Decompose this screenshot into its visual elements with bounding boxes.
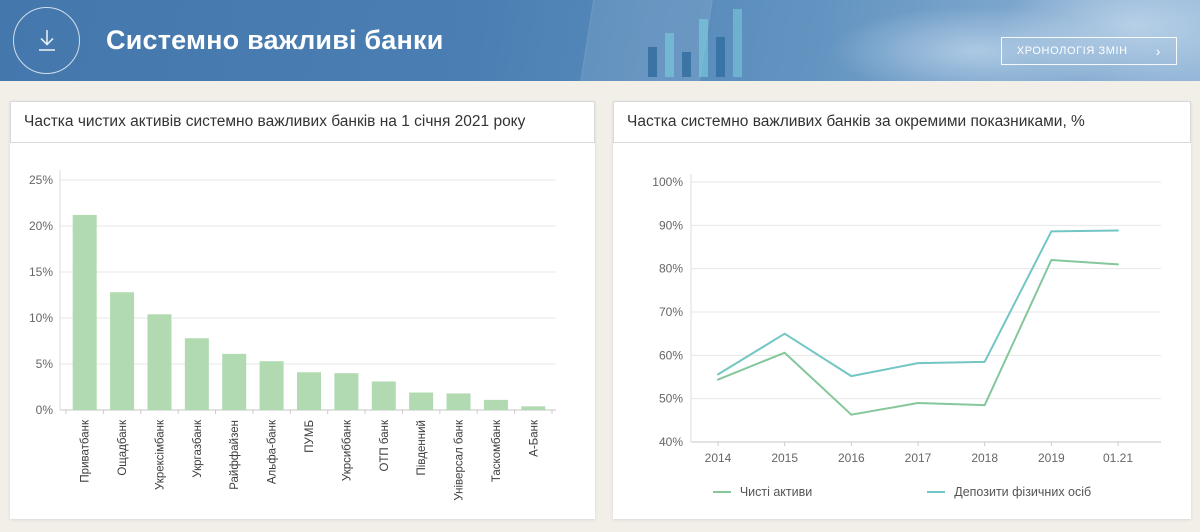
bar-3 bbox=[147, 314, 172, 410]
decorative-chart-document bbox=[579, 0, 715, 81]
line-chart: 40% 50% 60% 70% 80% 90% 100% 2014 2015 2016 2017 20… bbox=[652, 174, 1161, 465]
x-axis-tick-label: 2015 bbox=[771, 451, 798, 465]
bar-category-label: Укрексімбанк bbox=[154, 419, 166, 490]
chart-legend: Чисті активи Депозити фізичних осіб bbox=[613, 485, 1191, 499]
bar-category-label: Універсал банк bbox=[454, 419, 466, 501]
bar-chart: 0% 5% 10% 15% 20% 25% Приватбанк Ощадбанк Укрекс… bbox=[29, 170, 556, 501]
chevron-right-icon: › bbox=[1155, 43, 1161, 59]
y-axis-tick-label: 90% bbox=[659, 218, 683, 232]
x-axis-tick-label: 2018 bbox=[971, 451, 998, 465]
bar-category-label: А-Банк bbox=[528, 419, 540, 457]
bar-category-label: Укрсиббанк bbox=[341, 419, 353, 481]
x-axis-tick-label: 2016 bbox=[838, 451, 865, 465]
chronology-button[interactable]: ХРОНОЛОГІЯ ЗМІН › bbox=[1000, 37, 1177, 65]
legend-item-1[interactable]: Чисті активи bbox=[712, 485, 813, 499]
x-axis-tick-label: 2017 bbox=[905, 451, 932, 465]
line-chart-panel: Частка системно важливих банків за окрем… bbox=[613, 101, 1191, 519]
bar-chart-panel: Частка чистих активів системно важливих … bbox=[10, 101, 595, 519]
bar-4 bbox=[184, 338, 209, 410]
main-content: Частка чистих активів системно важливих … bbox=[0, 81, 1200, 519]
download-arrow-glyph bbox=[38, 29, 55, 51]
legend-line-icon bbox=[712, 491, 731, 493]
y-axis-tick-label: 50% bbox=[659, 392, 683, 406]
chronology-button-label: ХРОНОЛОГІЯ ЗМІН bbox=[1016, 45, 1128, 57]
legend-line-icon bbox=[927, 491, 946, 493]
bar-category-label: Альфа-банк bbox=[267, 419, 279, 484]
series-line-2 bbox=[717, 229, 1119, 378]
y-axis-tick-label: 15% bbox=[29, 265, 53, 279]
bar-category-label: Райффайзен bbox=[229, 420, 241, 490]
bar-category-label: Укргазбанк bbox=[192, 419, 204, 478]
y-axis-tick-label: 80% bbox=[659, 262, 683, 276]
decorative-bar-chart bbox=[648, 9, 742, 77]
bar-7 bbox=[297, 372, 321, 410]
y-axis-tick-label: 60% bbox=[659, 348, 683, 362]
bar-13 bbox=[521, 406, 546, 410]
download-icon[interactable] bbox=[13, 7, 80, 74]
y-axis-tick-label: 20% bbox=[29, 219, 53, 233]
page-title: Системно важливі банки bbox=[106, 25, 444, 55]
line-chart-panel-title: Частка системно важливих банків за окрем… bbox=[613, 101, 1191, 143]
legend-label: Чисті активи bbox=[739, 485, 813, 499]
bar-12 bbox=[483, 399, 508, 410]
bar-category-label: Таскомбанк bbox=[491, 419, 503, 482]
y-axis-tick-label: 5% bbox=[36, 357, 54, 371]
legend-item-2[interactable]: Депозити фізичних осіб bbox=[927, 485, 1091, 499]
header-left: Системно важливі банки bbox=[0, 7, 444, 74]
bar-category-label: ОТП банк bbox=[379, 419, 391, 471]
series-line-1 bbox=[717, 259, 1119, 416]
bar-8 bbox=[334, 373, 359, 410]
legend-label: Депозити фізичних осіб bbox=[954, 485, 1092, 499]
y-axis-tick-label: 25% bbox=[29, 173, 53, 187]
bar-10 bbox=[409, 392, 434, 410]
y-axis-tick-label: 100% bbox=[652, 175, 683, 189]
bar-5 bbox=[222, 353, 247, 410]
bar-category-label: Ощадбанк bbox=[117, 419, 129, 476]
bar-2 bbox=[110, 292, 135, 410]
bar-9 bbox=[371, 381, 396, 410]
y-axis-tick-label: 70% bbox=[659, 305, 683, 319]
page: Системно важливі банки ХРОНОЛОГІЯ ЗМІН ›… bbox=[0, 0, 1200, 519]
x-axis-tick-label: 2014 bbox=[705, 451, 732, 465]
x-axis-tick-label: 01.21 bbox=[1103, 451, 1133, 465]
y-axis-tick-label: 0% bbox=[36, 403, 54, 417]
y-axis-tick-label: 40% bbox=[659, 435, 683, 449]
bar-chart-area: 0% 5% 10% 15% 20% 25% Приватбанк Ощадбанк Укрекс… bbox=[10, 143, 595, 525]
line-chart-area: 40% 50% 60% 70% 80% 90% 100% 2014 2015 2016 2017 20… bbox=[613, 143, 1191, 499]
bar-chart-panel-title: Частка чистих активів системно важливих … bbox=[10, 101, 595, 143]
bar-6 bbox=[259, 361, 284, 410]
x-axis-tick-label: 2019 bbox=[1038, 451, 1065, 465]
header: Системно важливі банки ХРОНОЛОГІЯ ЗМІН › bbox=[0, 0, 1200, 81]
bar-1 bbox=[72, 214, 97, 410]
bar-11 bbox=[446, 393, 471, 410]
y-axis-tick-label: 10% bbox=[29, 311, 53, 325]
bar-category-label: Приватбанк bbox=[80, 419, 92, 483]
bar-category-label: Південний bbox=[416, 420, 428, 475]
bar-category-label: ПУМБ bbox=[304, 420, 316, 453]
